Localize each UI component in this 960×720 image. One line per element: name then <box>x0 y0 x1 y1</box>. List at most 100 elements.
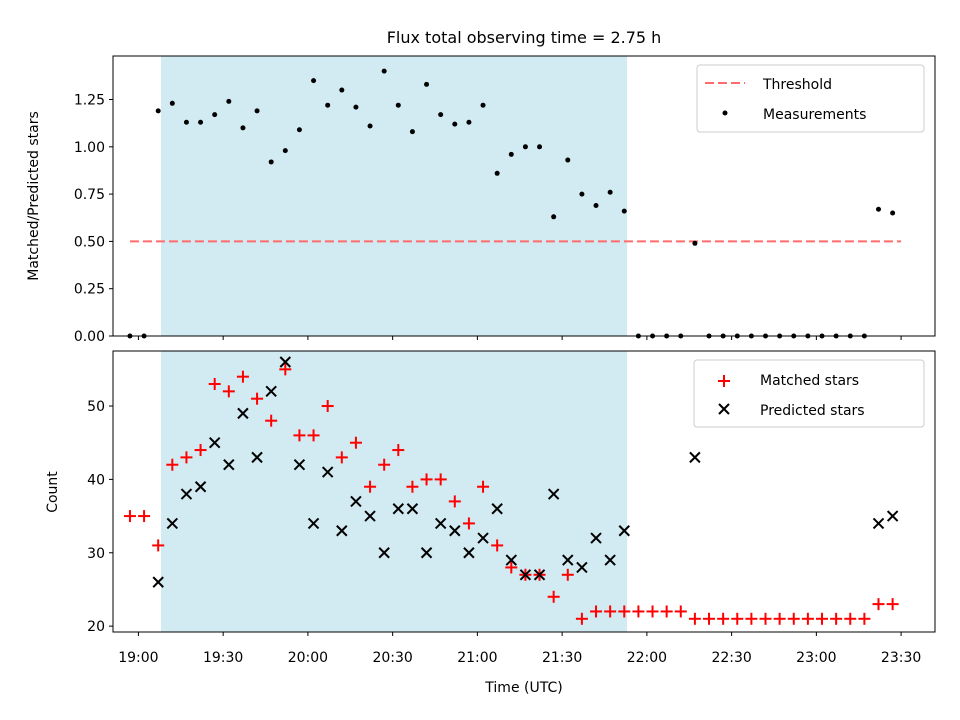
matched-star-marker <box>561 568 574 581</box>
matched-star-marker <box>590 605 603 618</box>
measurement-point <box>409 129 415 135</box>
measurement-point <box>339 87 345 93</box>
count-observing-window <box>161 351 628 632</box>
measurement-point <box>494 170 500 176</box>
matched-star-marker <box>349 436 362 449</box>
predicted-star-marker <box>886 510 899 522</box>
measurement-points <box>127 68 896 339</box>
predicted-star-marker <box>618 525 630 537</box>
x-tick-label: 19:00 <box>118 650 158 666</box>
matched-star-marker <box>335 451 348 464</box>
matched-star-marker <box>830 612 843 625</box>
y-tick-label: 0.50 <box>74 234 105 250</box>
matched-star-marker <box>194 444 207 457</box>
ratio-legend-box <box>696 64 925 133</box>
predicted-star-marker <box>208 437 221 449</box>
y-tick-label: 0.75 <box>74 187 105 203</box>
predicted-star-marker <box>180 488 193 500</box>
matched-star-marker <box>674 605 687 618</box>
matched-star-marker <box>420 473 433 486</box>
x-tick-label: 21:30 <box>542 650 582 666</box>
predicted-star-marker <box>194 481 207 493</box>
predicted-star-marker <box>265 385 277 398</box>
measurement-point <box>325 102 331 108</box>
y-tick-label: 20 <box>87 619 105 635</box>
predicted-star-marker <box>576 561 588 574</box>
count-panel: 20 30 40 50 19:00 19:30 20:00 20:30 21:00 21:30 2… <box>45 350 936 696</box>
measurement-point <box>466 119 472 125</box>
x-tick-label: 20:30 <box>372 650 412 666</box>
matched-star-marker <box>180 451 193 464</box>
legend-measurements-swatch <box>722 110 728 116</box>
y-tick-label: 40 <box>87 472 105 488</box>
measurement-point <box>522 144 528 150</box>
matched-star-marker <box>491 539 504 552</box>
matched-star-marker <box>434 473 447 486</box>
predicted-star-marker <box>237 407 249 420</box>
predicted-star-marker <box>547 488 560 500</box>
matched-star-marker <box>293 429 306 442</box>
legend-matched-label: Matched stars <box>760 373 859 389</box>
predicted-star-marker <box>223 459 235 471</box>
matched-star-marker <box>236 370 249 383</box>
matched-star-marker <box>632 605 645 618</box>
matched-star-marker <box>703 612 716 625</box>
ratio-y-axis-label: Matched/Predicted stars <box>26 111 42 281</box>
measurement-point <box>169 100 175 106</box>
y-tick-label: 1.25 <box>74 93 105 109</box>
count-y-axis-label: Count <box>45 471 61 513</box>
matched-star-marker <box>547 590 560 603</box>
measurement-point <box>212 112 218 118</box>
predicted-star-marker <box>293 459 306 471</box>
predicted-star-marker <box>463 547 475 559</box>
matched-star-marker <box>575 612 588 625</box>
matched-star-marker <box>152 539 165 552</box>
x-tick-label: 22:00 <box>627 650 667 666</box>
x-tick-label: 20:00 <box>288 650 328 666</box>
measurement-point <box>508 151 514 157</box>
ratio-panel: 0.00 0.25 0.50 0.75 1.00 1.25 Flux total obse… <box>26 28 936 345</box>
y-tick-label: 1.00 <box>74 140 105 156</box>
matched-star-marker <box>745 612 758 625</box>
matched-star-marker <box>844 612 857 625</box>
measurement-point <box>551 214 557 220</box>
predicted-star-marker <box>590 532 602 544</box>
predicted-star-marker <box>251 451 263 464</box>
predicted-star-marker <box>449 525 461 537</box>
matched-star-marker <box>717 612 730 625</box>
matched-star-marker <box>731 612 744 625</box>
matched-star-marker <box>858 612 871 625</box>
measurement-point <box>607 189 613 195</box>
legend-measurements-label: Measurements <box>763 107 866 123</box>
predicted-star-marker <box>533 569 546 581</box>
count-points <box>123 356 899 625</box>
matched-star-marker <box>406 480 419 493</box>
ratio-x-ticks <box>137 336 902 340</box>
measurement-point <box>579 191 585 197</box>
measurement-point <box>565 157 571 163</box>
matched-star-marker <box>604 605 617 618</box>
matched-star-marker <box>307 429 320 442</box>
count-y-ticks: 20 30 40 50 <box>87 399 113 635</box>
predicted-star-marker <box>434 517 447 530</box>
matched-star-marker <box>618 605 631 618</box>
matched-star-marker <box>886 598 899 611</box>
matched-star-marker <box>787 612 800 625</box>
count-legend: Matched stars Predicted stars <box>693 359 925 428</box>
measurement-point <box>381 68 387 74</box>
measurement-point <box>593 202 599 208</box>
x-tick-label: 21:00 <box>457 650 497 666</box>
ratio-y-ticks: 0.00 0.25 0.50 0.75 1.00 1.25 <box>74 93 113 345</box>
measurement-point <box>254 108 260 114</box>
predicted-star-marker <box>689 451 701 464</box>
chart-title: Flux total observing time = 2.75 h <box>387 28 662 47</box>
count-legend-box <box>693 359 925 428</box>
x-tick-label: 19:30 <box>203 650 243 666</box>
matched-star-marker <box>462 517 475 530</box>
matched-star-marker <box>816 612 829 625</box>
predicted-star-marker <box>477 532 489 544</box>
matched-star-marker <box>279 363 292 376</box>
predicted-star-marker <box>378 547 390 559</box>
legend-predicted-swatch <box>718 403 730 415</box>
measurement-point <box>621 208 627 214</box>
